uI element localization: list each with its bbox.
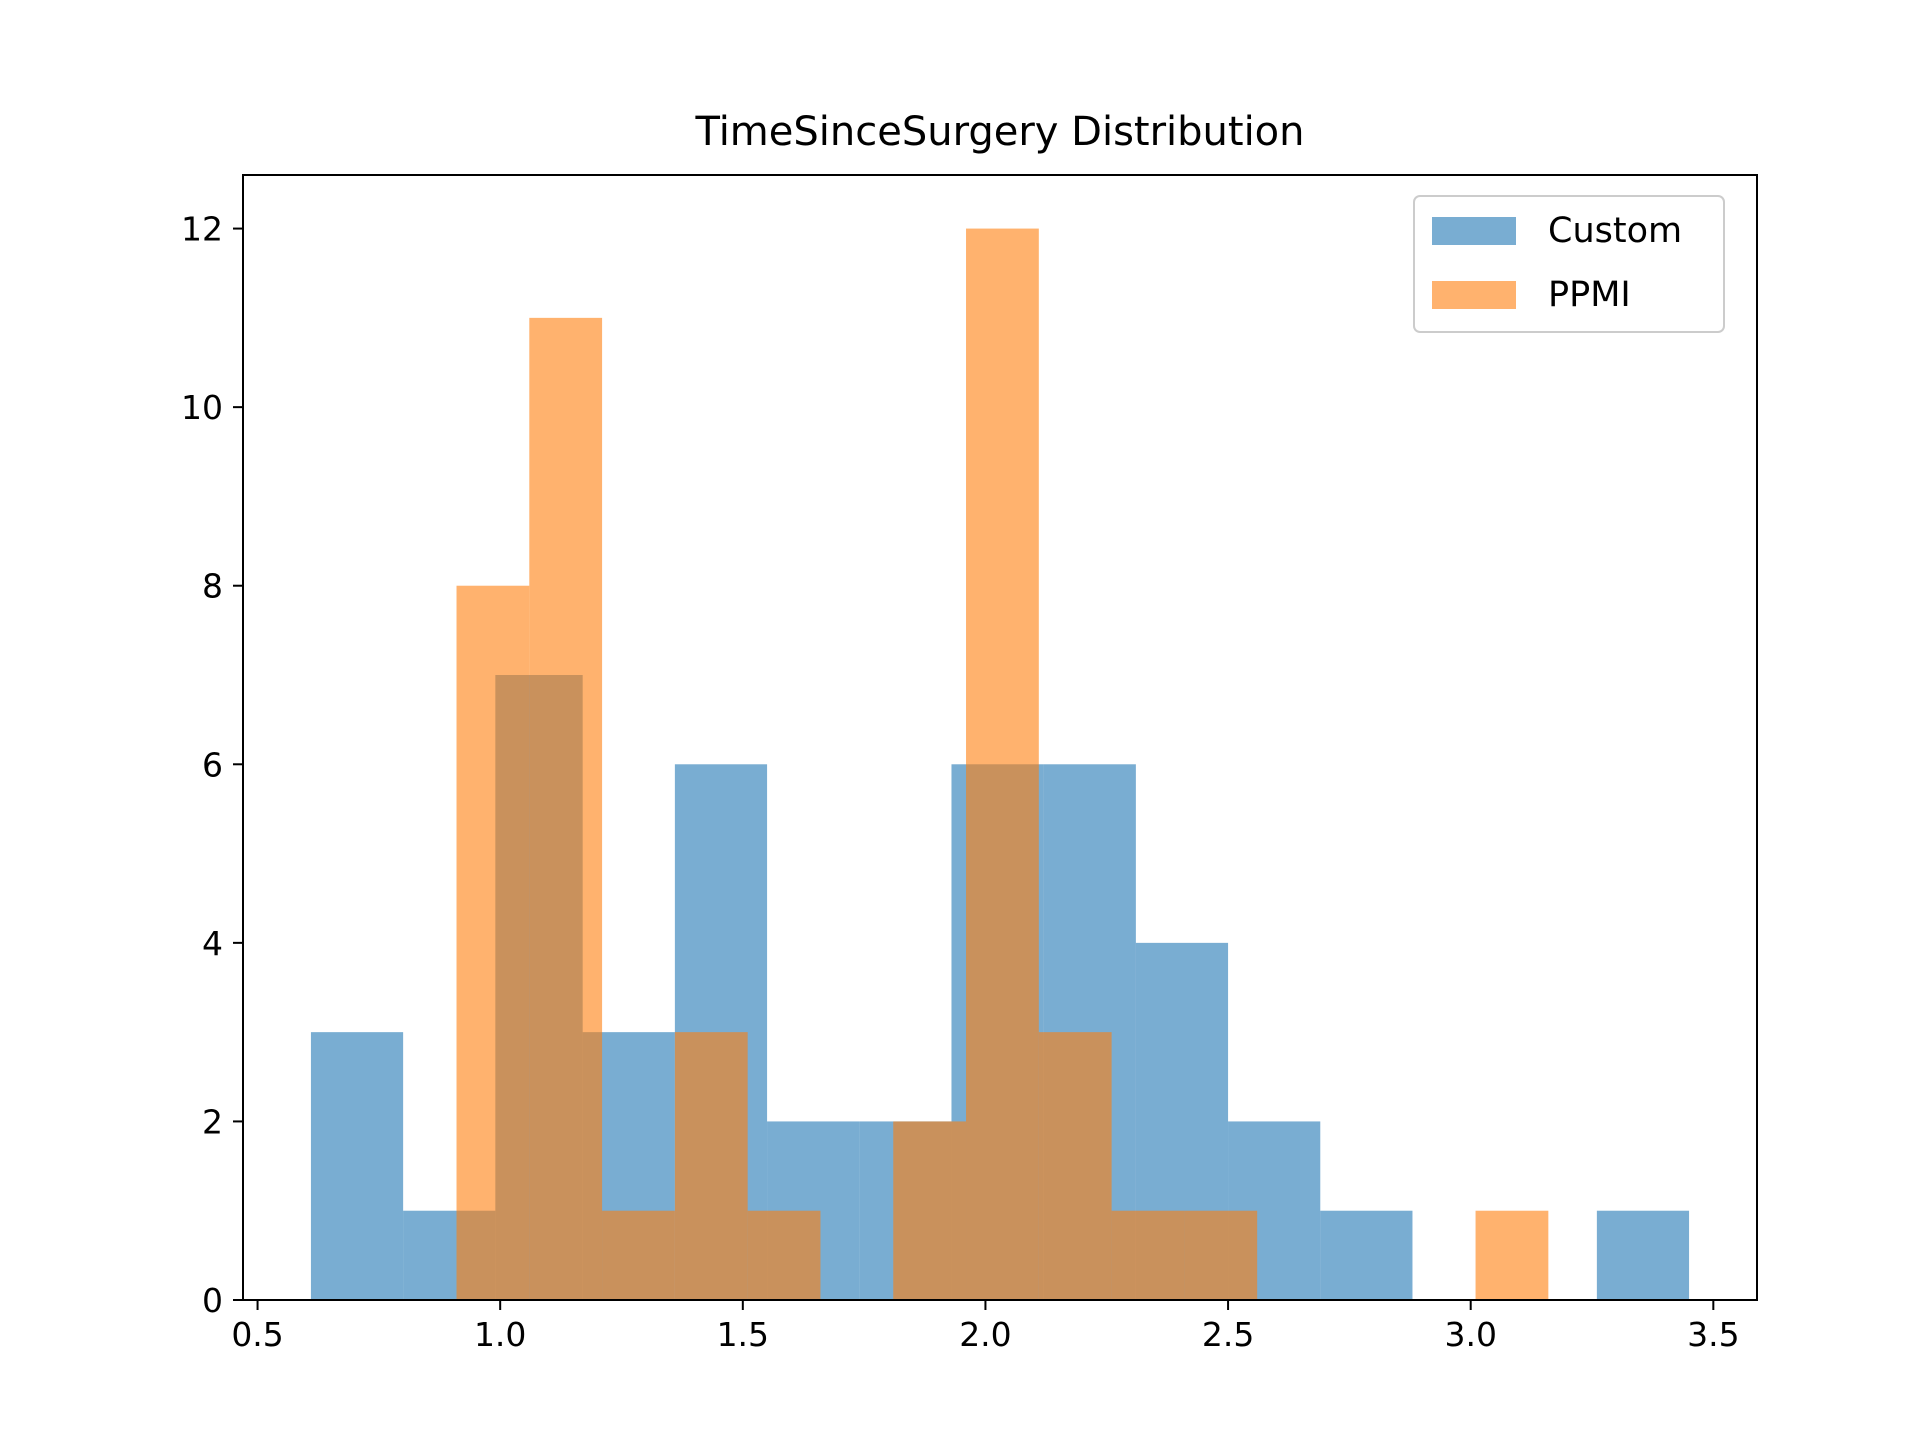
- y-tick-label: 4: [202, 924, 223, 963]
- y-tick-label: 6: [202, 745, 223, 784]
- x-tick-label: 1.5: [717, 1315, 769, 1354]
- bars-layer: [310, 228, 1690, 1301]
- y-tick-label: 2: [202, 1102, 223, 1141]
- legend-swatch-custom: [1432, 217, 1516, 245]
- bar-ppmi-6: [893, 1121, 967, 1300]
- y-tick-label: 8: [202, 567, 223, 606]
- bar-ppmi-1: [529, 317, 603, 1300]
- bar-ppmi-4: [747, 1210, 821, 1300]
- bar-ppmi-10: [1184, 1210, 1258, 1300]
- bar-ppmi-2: [602, 1210, 675, 1300]
- x-tick-label: 3.0: [1444, 1315, 1496, 1354]
- legend-swatch-ppmi: [1432, 281, 1516, 309]
- x-axis-ticks: 0.5 1.0 1.5 2.0 2.5 3.0 3.5: [231, 1300, 1740, 1354]
- x-tick-label: 2.0: [959, 1315, 1011, 1354]
- bar-custom-11: [1320, 1210, 1413, 1300]
- bar-custom-14: [1596, 1210, 1690, 1300]
- legend-label-custom: Custom: [1548, 211, 1682, 251]
- x-tick-label: 1.0: [474, 1315, 526, 1354]
- legend-label-ppmi: PPMI: [1548, 275, 1631, 315]
- x-tick-label: 3.5: [1687, 1315, 1739, 1354]
- bar-ppmi-0: [456, 585, 530, 1300]
- chart-title: TimeSinceSurgery Distribution: [694, 109, 1304, 155]
- bar-ppmi-8: [1038, 1032, 1112, 1300]
- plot-frame: [242, 174, 1758, 1301]
- x-tick-label: 2.5: [1202, 1315, 1254, 1354]
- bar-ppmi-14: [1475, 1210, 1549, 1300]
- y-axis-ticks: 0 2 4 6 8 10 12: [181, 210, 243, 1320]
- legend: Custom PPMI: [1413, 195, 1725, 333]
- y-tick-label: 10: [181, 388, 223, 427]
- x-tick-label: 0.5: [231, 1315, 283, 1354]
- bar-ppmi-3: [674, 1032, 748, 1300]
- bar-ppmi-9: [1111, 1210, 1185, 1300]
- y-tick-label: 0: [202, 1281, 223, 1320]
- y-tick-label: 12: [181, 210, 223, 249]
- bar-ppmi-7: [966, 228, 1039, 1301]
- bar-custom-0: [310, 1032, 404, 1300]
